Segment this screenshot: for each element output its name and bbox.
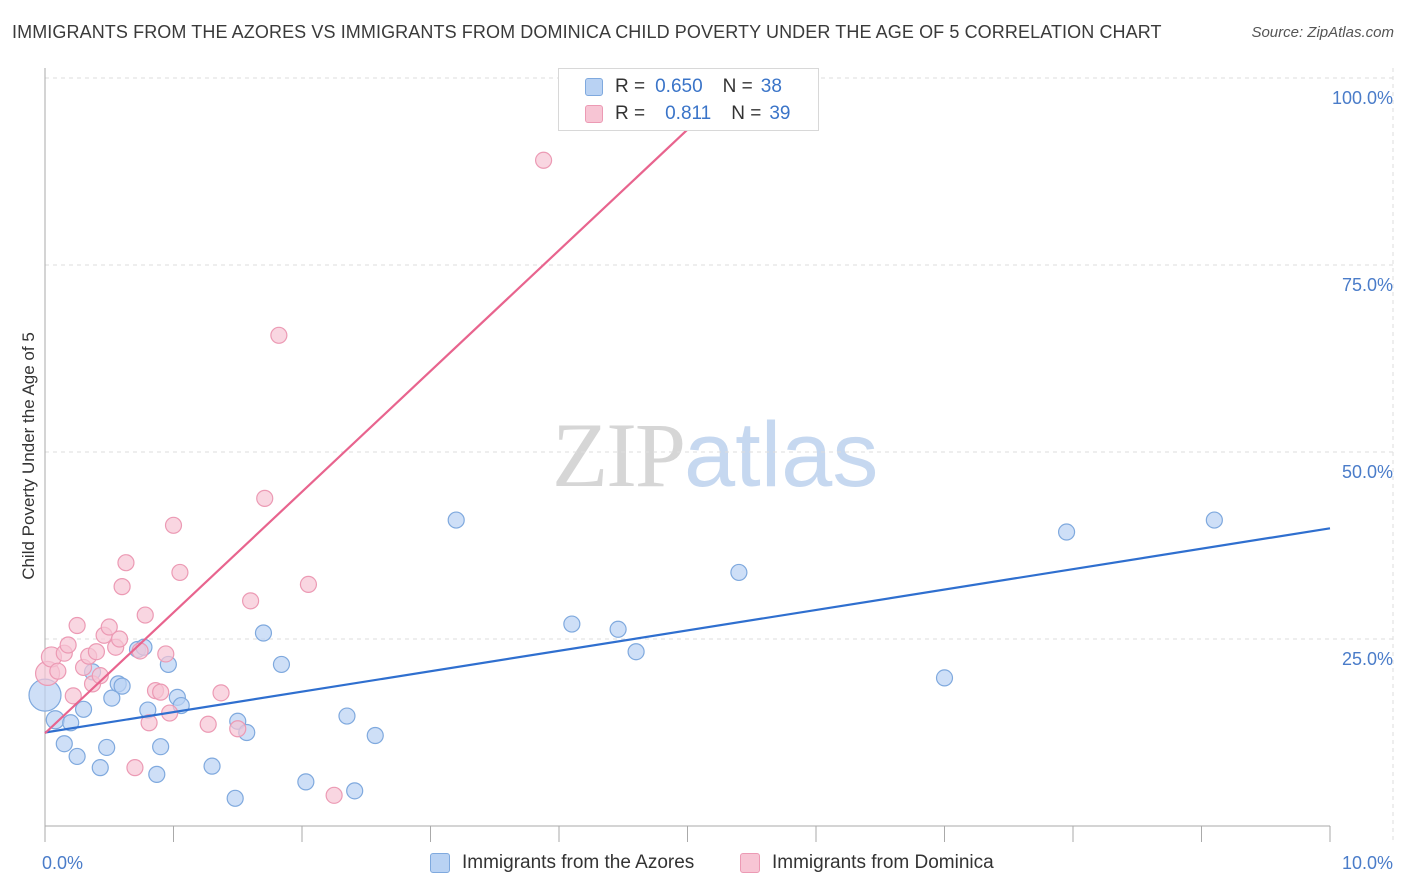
dominica-point — [140, 714, 158, 732]
y-tick-label: 75.0% — [1342, 275, 1393, 295]
y-axis-title: Child Poverty Under the Age of 5 — [19, 332, 38, 580]
dominica-point — [64, 687, 82, 705]
stats-row-dominica: R = 0.811 N = 39 — [585, 103, 791, 125]
dominica-point — [91, 667, 109, 685]
azores-point — [563, 615, 581, 633]
azores-point — [74, 700, 93, 718]
azores-n-value: 38 — [760, 76, 782, 97]
azores-point — [203, 757, 221, 775]
azores-point — [254, 624, 273, 642]
trend-lines — [44, 128, 1331, 735]
azores-point — [935, 669, 954, 687]
y-tick-label: 50.0% — [1342, 462, 1393, 482]
dominica-point — [199, 715, 217, 733]
azores-point — [338, 707, 356, 725]
y-tick-label: 25.0% — [1342, 649, 1393, 669]
azores-point — [55, 735, 73, 753]
dominica-point — [100, 618, 118, 636]
dominica-point — [171, 563, 189, 582]
watermark-zip: ZIP — [552, 404, 686, 506]
dominica-point — [534, 151, 553, 169]
y-tick-labels: 25.0% 50.0% 75.0% 100.0% — [1332, 88, 1393, 669]
x-tick-label: 10.0% — [1342, 853, 1393, 873]
dominica-point — [325, 786, 343, 804]
azores-r-value: 0.650 — [655, 76, 703, 97]
azores-point — [148, 765, 166, 783]
x-tick-label: 0.0% — [42, 853, 83, 873]
dominica-r-label: R = — [615, 103, 646, 124]
dominica-point — [256, 489, 274, 507]
azores-point — [346, 782, 364, 800]
source-label: Source: ZipAtlas.com — [1251, 24, 1394, 41]
legend-item-dominica: Immigrants from Dominica — [740, 852, 994, 874]
dominica-point — [59, 636, 77, 654]
azores-point — [68, 747, 86, 766]
dominica-point — [126, 759, 144, 777]
azores-point — [609, 620, 627, 638]
azores-point — [297, 773, 315, 791]
dominica-trend-line — [44, 128, 689, 735]
dominica-point — [157, 645, 175, 663]
watermark: ZIPatlas — [552, 402, 878, 508]
dominica-point — [270, 326, 288, 344]
data-points — [28, 69, 1223, 807]
dominica-point — [87, 643, 106, 661]
azores-point — [1205, 511, 1223, 529]
dominica-point — [212, 684, 230, 702]
azores-r-label: R = — [615, 76, 646, 97]
azores-point — [730, 563, 748, 582]
azores-point — [113, 677, 131, 695]
dominica-point — [117, 554, 135, 572]
y-tick-label: 100.0% — [1332, 88, 1393, 108]
azores-point — [226, 789, 244, 807]
watermark-atlas: atlas — [684, 404, 879, 506]
dominica-point — [152, 683, 170, 701]
azores-point — [1057, 523, 1076, 541]
azores-n-label: N = — [722, 76, 753, 97]
chart-title: IMMIGRANTS FROM THE AZORES VS IMMIGRANTS… — [12, 22, 1162, 42]
legend-dominica-swatch — [740, 853, 760, 873]
dominica-point — [113, 578, 131, 596]
azores-point — [627, 643, 645, 661]
axes — [44, 68, 1330, 827]
dominica-point — [49, 662, 67, 680]
stats-row-azores: R = 0.650 N = 38 — [585, 76, 782, 98]
dominica-n-value: 39 — [769, 103, 791, 124]
azores-point — [152, 738, 170, 756]
azores-point — [103, 689, 121, 707]
azores-swatch — [585, 78, 603, 96]
azores-point — [366, 726, 384, 745]
azores-point — [98, 738, 116, 757]
azores-point — [447, 511, 465, 529]
dominica-point — [136, 606, 154, 624]
azores-point — [272, 655, 291, 674]
stats-legend: R = 0.650 N = 38 R = 0.811 N = 39 — [558, 68, 819, 131]
legend-azores-label: Immigrants from the Azores — [462, 852, 695, 873]
dominica-point — [242, 592, 260, 610]
dominica-point — [164, 516, 183, 534]
azores-point — [45, 710, 65, 730]
dominica-point — [110, 630, 129, 648]
dominica-point — [229, 720, 247, 738]
dominica-point — [299, 575, 318, 593]
dominica-n-label: N = — [731, 103, 762, 124]
x-ticks: 0.0% 10.0% — [42, 826, 1393, 873]
dominica-point — [68, 616, 86, 635]
dominica-swatch — [585, 105, 603, 123]
legend-item-azores: Immigrants from the Azores — [430, 852, 694, 874]
azores-trend-line — [44, 527, 1331, 734]
legend-dominica-label: Immigrants from Dominica — [772, 852, 994, 873]
azores-point — [91, 759, 109, 777]
dominica-r-value: 0.811 — [665, 103, 712, 124]
legend-azores-swatch — [430, 853, 450, 873]
